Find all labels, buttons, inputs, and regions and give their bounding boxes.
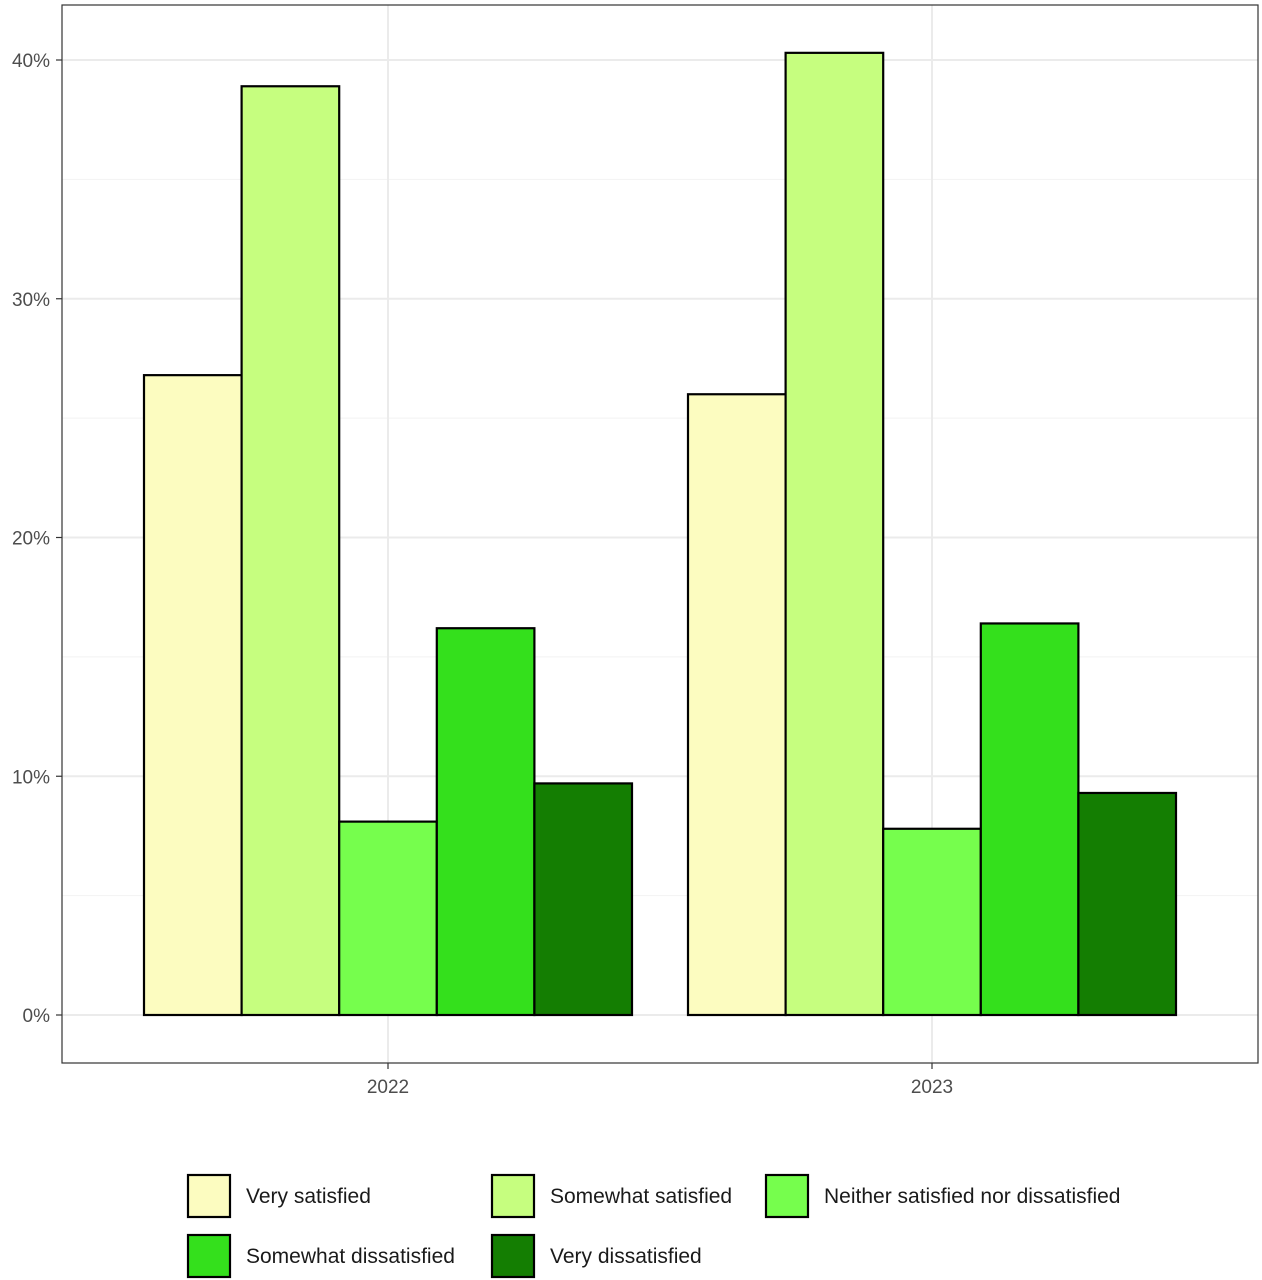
legend-label: Very satisfied bbox=[246, 1185, 371, 1208]
legend-swatch bbox=[490, 1173, 536, 1219]
bar bbox=[240, 85, 341, 1017]
bars bbox=[142, 51, 1178, 1017]
x-axis: 2022 2023 bbox=[367, 1063, 953, 1098]
x-tick-label: 2023 bbox=[911, 1077, 953, 1098]
legend: Very satisfied Somewhat satisfied Neither … bbox=[186, 1173, 1120, 1279]
legend-swatch bbox=[186, 1233, 232, 1279]
y-tick-label: 40% bbox=[12, 51, 50, 72]
y-tick-label: 30% bbox=[12, 290, 50, 311]
y-tick-label: 20% bbox=[12, 529, 50, 550]
bar bbox=[784, 51, 885, 1017]
plot-panel-border bbox=[61, 4, 1259, 1064]
legend-item: Somewhat satisfied bbox=[490, 1173, 732, 1219]
y-tick-label: 0% bbox=[23, 1006, 51, 1027]
legend-item: Neither satisfied nor dissatisfied bbox=[764, 1173, 1120, 1219]
legend-label: Somewhat satisfied bbox=[550, 1185, 732, 1208]
legend-item: Very dissatisfied bbox=[490, 1233, 702, 1279]
bar bbox=[142, 374, 243, 1017]
x-tick-label: 2022 bbox=[367, 1077, 409, 1098]
legend-label: Neither satisfied nor dissatisfied bbox=[824, 1185, 1120, 1208]
bar bbox=[686, 393, 787, 1017]
bar bbox=[435, 627, 536, 1017]
legend-item: Very satisfied bbox=[186, 1173, 371, 1219]
legend-label: Very dissatisfied bbox=[550, 1245, 702, 1268]
bar bbox=[1077, 791, 1178, 1017]
y-tick-label: 10% bbox=[12, 767, 50, 788]
bar bbox=[338, 820, 438, 1017]
bar bbox=[533, 782, 634, 1017]
legend-swatch bbox=[186, 1173, 232, 1219]
legend-swatch bbox=[764, 1173, 810, 1219]
legend-swatch bbox=[490, 1233, 536, 1279]
bar bbox=[979, 622, 1080, 1017]
legend-item: Somewhat dissatisfied bbox=[186, 1233, 455, 1279]
legend-label: Somewhat dissatisfied bbox=[246, 1245, 455, 1268]
y-axis: 0% 10% 20% 30% 40% bbox=[12, 51, 62, 1027]
bar bbox=[882, 827, 982, 1017]
